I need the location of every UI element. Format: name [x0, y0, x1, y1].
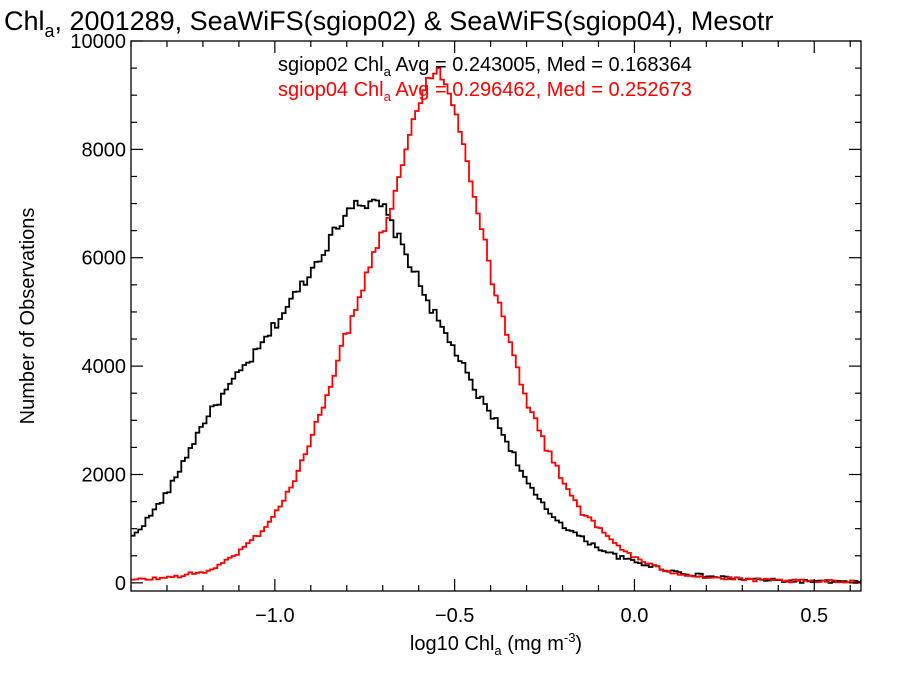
x-axis-label-sup: -3 [564, 630, 576, 645]
legend-entry-1-pre: sgiop02 Chl [278, 54, 384, 76]
x-axis-label-mid: (mg m [502, 633, 564, 655]
x-tick-label: 0.5 [800, 605, 828, 627]
x-axis: −1.0 −0.5 0.0 0.5 [130, 41, 851, 627]
y-tick-label: 8000 [82, 139, 127, 161]
legend-entry-2-post: Avg = 0.296462, Med = 0.252673 [391, 79, 692, 101]
y-tick-label: 4000 [82, 356, 127, 378]
x-axis-label-pre: log10 Chl [410, 633, 495, 655]
chart-title: Chla, 2001289, SeaWiFS(sgiop02) & SeaWiF… [4, 6, 773, 41]
legend-entry-1-sub: a [384, 64, 392, 79]
y-tick-label: 10000 [70, 31, 126, 53]
legend-entry-2-pre: sgiop04 Chl [278, 79, 384, 101]
series-layer [131, 67, 861, 585]
histogram-series-1 [131, 198, 861, 584]
y-tick-label: 0 [115, 573, 126, 595]
plot-frame [130, 40, 862, 592]
legend-entry-2-sub: a [384, 89, 392, 104]
legend-entry-1-post: Avg = 0.243005, Med = 0.168364 [391, 54, 692, 76]
chart-title-sub: a [45, 21, 56, 41]
y-tick-label: 2000 [82, 464, 127, 486]
x-axis-label: log10 Chla (mg m-3) [410, 630, 582, 658]
y-axis: 0 2000 4000 6000 8000 10000 [70, 31, 861, 595]
x-axis-label-sub: a [494, 643, 502, 658]
chart-title-post: , 2001289, SeaWiFS(sgiop02) & SeaWiFS(sg… [55, 6, 774, 36]
chart-title-pre: Chl [4, 6, 45, 36]
legend-entry-2: sgiop04 Chla Avg = 0.296462, Med = 0.252… [278, 79, 692, 104]
y-axis-label: Number of Observations [17, 208, 39, 425]
x-tick-label: −1.0 [255, 605, 294, 627]
y-tick-label: 6000 [82, 248, 127, 270]
x-tick-label: −0.5 [435, 605, 474, 627]
x-axis-label-post: ) [575, 633, 582, 655]
histogram-series-2 [131, 67, 861, 585]
x-tick-label: 0.0 [621, 605, 649, 627]
legend-entry-1: sgiop02 Chla Avg = 0.243005, Med = 0.168… [278, 54, 692, 79]
